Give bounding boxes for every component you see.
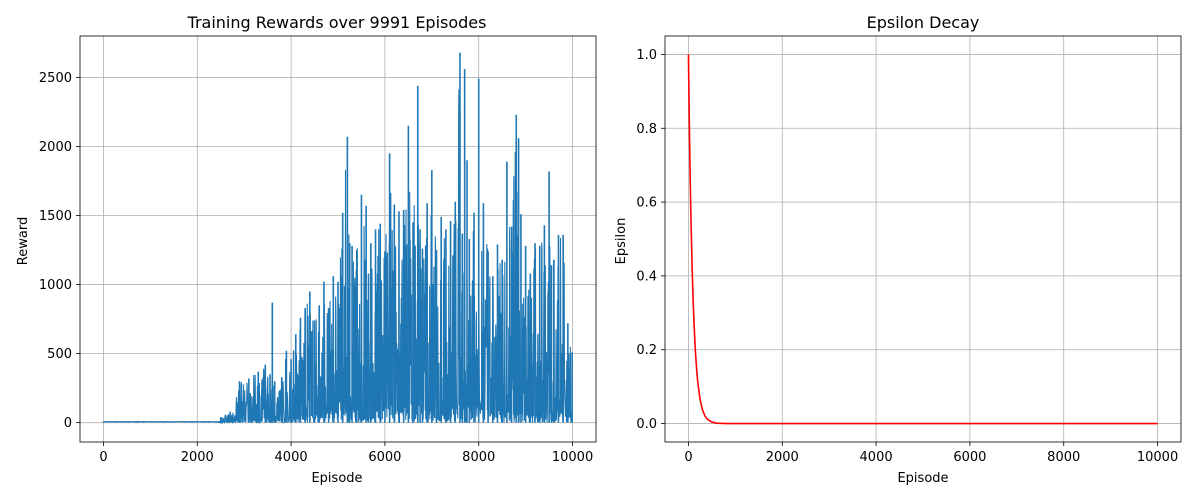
epsilon-ytick-label: 0.0 xyxy=(636,417,657,432)
rewards-chart-ticks: 0 2000 4000 6000 8000 10000 0 500 1000 1500 2000 25… xyxy=(39,71,593,465)
epsilon-xtick-label: 0 xyxy=(684,450,692,465)
rewards-xtick-label: 2000 xyxy=(181,450,214,465)
epsilon-xtick-label: 10000 xyxy=(1137,450,1178,465)
epsilon-series-line xyxy=(687,54,1158,425)
rewards-ytick-label: 2500 xyxy=(39,71,72,86)
epsilon-chart-ylabel: Epsilon xyxy=(614,218,629,265)
epsilon-chart-ticks: 0 2000 4000 6000 8000 10000 0.0 0.2 0.4 0.6 0.8 1.0 xyxy=(636,48,1178,465)
rewards-chart-frame xyxy=(79,35,597,443)
epsilon-chart-frame xyxy=(664,35,1182,443)
rewards-chart-title: Training Rewards over 9991 Episodes xyxy=(187,13,487,32)
rewards-chart-xlabel: Episode xyxy=(311,471,362,486)
epsilon-ytick-label: 0.4 xyxy=(636,269,657,284)
epsilon-xtick-label: 6000 xyxy=(953,450,986,465)
epsilon-ytick-label: 1.0 xyxy=(636,48,657,63)
epsilon-xtick-label: 8000 xyxy=(1047,450,1080,465)
epsilon-chart-xlabel: Episode xyxy=(897,471,948,486)
epsilon-chart: Epsilon Decay 0 2000 4000 6000 8000 100000.00… xyxy=(614,13,1182,486)
epsilon-chart-title: Epsilon Decay xyxy=(867,13,980,32)
rewards-ytick-label: 2000 xyxy=(39,140,72,155)
epsilon-ytick-label: 0.8 xyxy=(636,122,657,137)
rewards-xtick-label: 8000 xyxy=(462,450,495,465)
rewards-chart-plot xyxy=(102,52,573,425)
rewards-ytick-label: 0 xyxy=(64,416,72,431)
epsilon-xtick-label: 4000 xyxy=(860,450,893,465)
rewards-ytick-label: 1500 xyxy=(39,209,72,224)
rewards-ytick-label: 500 xyxy=(47,347,72,362)
epsilon-ytick-label: 0.6 xyxy=(636,196,657,211)
rewards-ytick-label: 1000 xyxy=(39,278,72,293)
rewards-xtick-label: 10000 xyxy=(552,450,593,465)
epsilon-chart-plot xyxy=(687,54,1158,425)
rewards-xtick-label: 0 xyxy=(99,450,107,465)
rewards-chart-ylabel: Reward xyxy=(16,217,31,265)
epsilon-xtick-label: 2000 xyxy=(766,450,799,465)
rewards-xtick-label: 6000 xyxy=(368,450,401,465)
rewards-xtick-label: 4000 xyxy=(275,450,308,465)
epsilon-ytick-label: 0.2 xyxy=(636,343,657,358)
rewards-chart: Training Rewards over 9991 Episodes 0 200… xyxy=(16,13,597,486)
